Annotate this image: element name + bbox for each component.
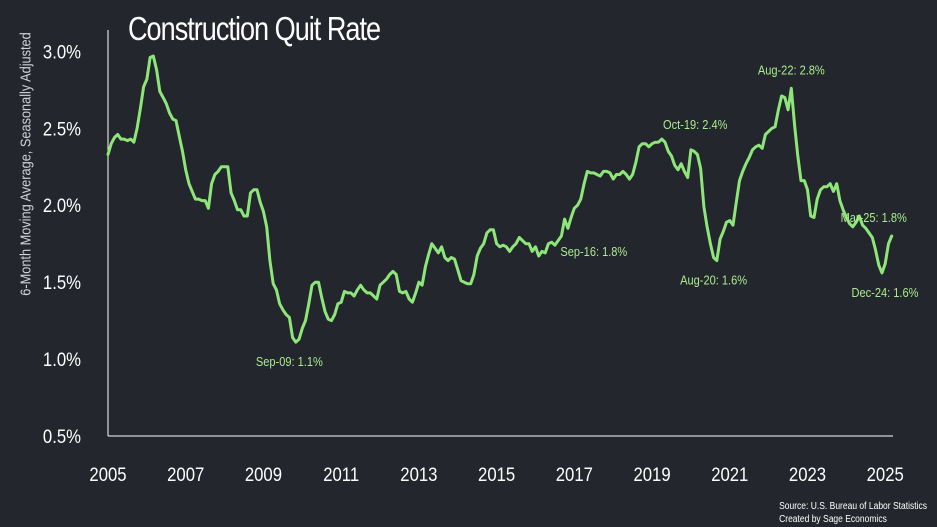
x-tick-label: 2013 <box>400 464 437 485</box>
data-label: Sep-09: 1.1% <box>256 354 323 369</box>
x-tick-label: 2015 <box>478 464 515 485</box>
y-tick-label: 1.0% <box>43 349 81 370</box>
credit-line: Created by Sage Economics <box>779 514 887 525</box>
y-tick-label: 3.0% <box>43 41 81 62</box>
source-line: Source: U.S. Bureau of Labor Statistics <box>779 501 927 512</box>
y-tick-label: 1.5% <box>43 272 81 293</box>
source-note: Source: U.S. Bureau of Labor Statistics … <box>779 500 927 526</box>
chart-title: Construction Quit Rate <box>128 10 381 47</box>
x-tick-label: 2009 <box>245 464 282 485</box>
data-label: Mar-25: 1.8% <box>841 210 907 225</box>
series-line <box>106 54 894 344</box>
y-tick-label: 0.5% <box>43 426 81 447</box>
data-label: Oct-19: 2.4% <box>663 117 728 132</box>
x-tick-label: 2025 <box>867 464 904 485</box>
data-label: Aug-20: 1.6% <box>680 273 747 288</box>
x-tick-label: 2007 <box>167 464 204 485</box>
data-label: Sep-16: 1.8% <box>560 244 627 259</box>
y-tick-label: 2.0% <box>43 195 81 216</box>
data-label: Dec-24: 1.6% <box>852 285 919 300</box>
x-tick-label: 2017 <box>556 464 593 485</box>
y-tick-label: 2.5% <box>43 118 81 139</box>
x-tick-label: 2011 <box>323 464 359 485</box>
x-tick-label: 2021 <box>711 464 748 485</box>
x-tick-label: 2005 <box>89 464 126 485</box>
x-tick-label: 2019 <box>633 464 670 485</box>
data-label: Aug-22: 2.8% <box>758 62 825 77</box>
x-tick-label: 2023 <box>789 464 826 485</box>
